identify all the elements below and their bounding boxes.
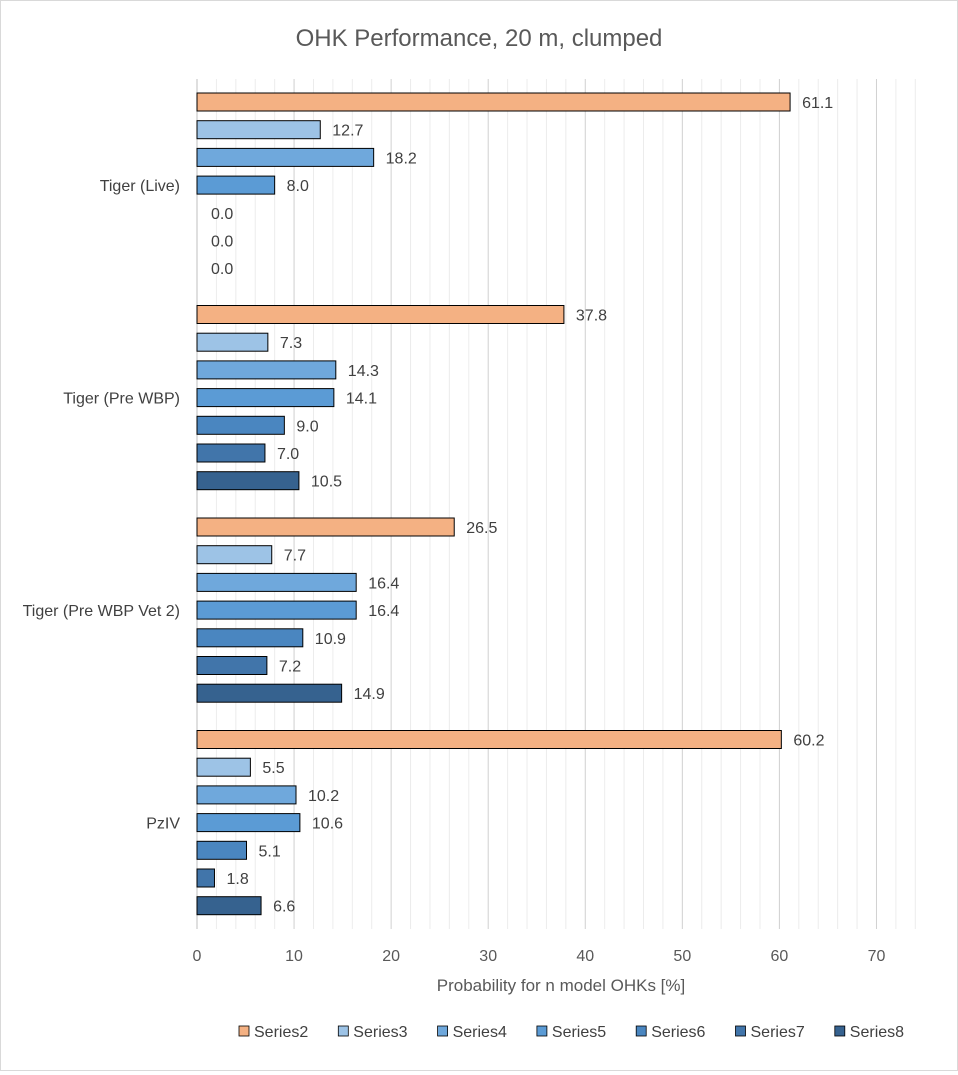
- bar: [196, 572, 357, 592]
- data-label: 14.9: [354, 686, 385, 703]
- legend-label: Series5: [552, 1024, 606, 1041]
- legend-swatch: [238, 1025, 250, 1037]
- legend-swatch: [437, 1025, 449, 1037]
- legend-label: Series2: [254, 1024, 308, 1041]
- legend-label: Series3: [353, 1024, 407, 1041]
- bar: [196, 840, 248, 860]
- bar: [196, 443, 266, 463]
- bar: [196, 147, 375, 167]
- data-label: 18.2: [386, 150, 417, 167]
- x-tick-label: 60: [771, 948, 789, 965]
- bar: [196, 545, 273, 565]
- bar: [196, 628, 304, 648]
- bar: [196, 471, 300, 491]
- data-label: 12.7: [332, 123, 363, 140]
- data-label: 7.0: [277, 446, 299, 463]
- legend-swatch: [536, 1025, 548, 1037]
- bar: [196, 388, 335, 408]
- legend-swatch: [735, 1025, 746, 1037]
- data-label: 37.8: [576, 308, 607, 325]
- bar: [196, 305, 565, 324]
- bars: [196, 92, 791, 916]
- data-label: 60.2: [793, 733, 824, 750]
- data-label: 10.9: [315, 631, 346, 648]
- category-label: PzIV: [146, 816, 180, 833]
- bar: [196, 813, 301, 833]
- data-label: 7.7: [284, 548, 306, 565]
- bar: [196, 656, 268, 675]
- data-label: 5.5: [262, 760, 284, 777]
- legend-swatch: [635, 1025, 647, 1037]
- legend-swatch: [834, 1025, 846, 1037]
- data-label: 61.1: [802, 95, 833, 112]
- data-label: 1.8: [226, 871, 248, 888]
- x-axis-label: Probability for n model OHKs [%]: [437, 976, 685, 995]
- legend: Series2 Series3 Series4 Series5 Series6 Serie…: [238, 1024, 904, 1041]
- category-label: Tiger (Pre WBP): [63, 391, 180, 408]
- bar: [196, 415, 285, 435]
- x-tick-labels: 0 10 20 30 40 50 60 70: [193, 948, 886, 965]
- bar: [196, 517, 455, 537]
- bar: [196, 175, 276, 195]
- bar: [196, 120, 321, 140]
- x-tick-label: 30: [479, 948, 497, 965]
- data-label: 14.3: [348, 363, 379, 380]
- x-tick-label: 20: [382, 948, 400, 965]
- x-tick-label: 50: [673, 948, 691, 965]
- x-tick-label: 10: [285, 948, 303, 965]
- data-label: 10.6: [312, 816, 343, 833]
- bar: [196, 683, 343, 703]
- data-label: 16.4: [368, 575, 399, 592]
- bar: [196, 868, 215, 888]
- bar: [196, 332, 269, 352]
- data-label: 6.6: [273, 899, 295, 916]
- bar: [196, 785, 297, 805]
- data-label: 10.2: [308, 788, 339, 805]
- data-label: 14.1: [346, 391, 377, 408]
- data-label: 9.0: [296, 418, 318, 435]
- category-label: Tiger (Pre WBP Vet 2): [23, 603, 180, 620]
- x-tick-label: 40: [576, 948, 594, 965]
- data-label: 5.1: [259, 843, 281, 860]
- bar: [196, 730, 782, 749]
- data-labels: 61.1 12.7 18.2 8.0 0.0 0.0 0.0 37.8 7.3 14.3 14.1 9…: [211, 95, 833, 916]
- category-label: Tiger (Live): [100, 178, 180, 195]
- bar: [196, 360, 337, 380]
- chart-title: OHK Performance, 20 m, clumped: [296, 25, 663, 52]
- legend-swatch: [337, 1025, 349, 1037]
- bar: [196, 896, 262, 916]
- legend-label: Series7: [751, 1024, 805, 1041]
- grid-lines: [196, 79, 916, 929]
- bar: [196, 600, 357, 620]
- data-label: 16.4: [368, 603, 399, 620]
- data-label: 7.3: [280, 335, 302, 352]
- bar: [196, 92, 791, 112]
- category-labels: Tiger (Live) Tiger (Pre WBP) Tiger (Pre WB…: [23, 178, 181, 833]
- data-label: 10.5: [311, 474, 342, 491]
- data-label: 0.0: [211, 261, 233, 278]
- data-label: 0.0: [211, 206, 233, 223]
- data-label: 8.0: [287, 178, 309, 195]
- bar: [196, 757, 251, 777]
- x-tick-label: 0: [193, 948, 202, 965]
- legend-label: Series4: [453, 1024, 507, 1041]
- x-tick-label: 70: [868, 948, 886, 965]
- legend-label: Series6: [651, 1024, 705, 1041]
- data-label: 26.5: [466, 520, 497, 537]
- legend-label: Series8: [850, 1024, 904, 1041]
- data-label: 0.0: [211, 234, 233, 251]
- data-label: 7.2: [279, 659, 301, 676]
